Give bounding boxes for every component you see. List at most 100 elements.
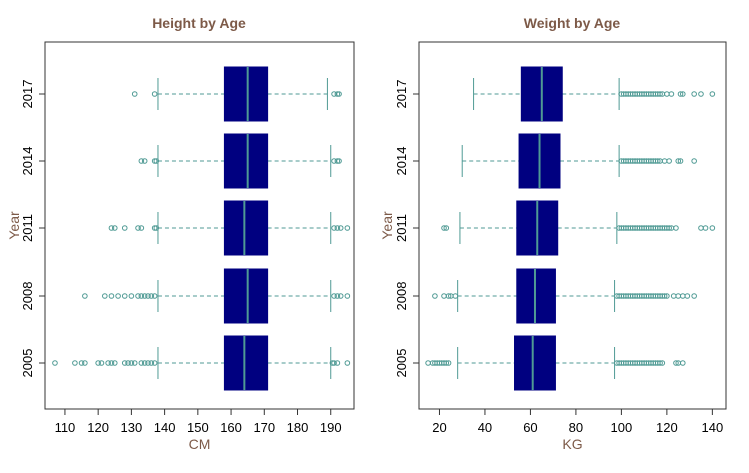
outlier-point (115, 293, 121, 299)
y-tick-label: 2017 (394, 80, 409, 109)
outlier-point (145, 293, 151, 299)
x-tick-label: 160 (220, 420, 242, 435)
outlier-point (675, 293, 682, 299)
y-tick-label: 2014 (394, 147, 409, 176)
outlier-point (452, 293, 459, 299)
outlier-point (151, 293, 158, 299)
outlier-point (445, 293, 452, 299)
outlier-point (654, 158, 661, 164)
outlier-point (72, 360, 78, 366)
outlier-point (702, 225, 709, 231)
outlier-point (709, 91, 716, 97)
outlier-point (151, 225, 158, 231)
box-2017 (223, 66, 269, 122)
outlier-point (128, 293, 135, 299)
outlier-point (668, 91, 675, 97)
outlier-point (108, 360, 115, 366)
outlier-point (657, 91, 663, 97)
outlier-point (664, 293, 670, 299)
x-tick-label: 120 (87, 420, 109, 435)
outlier-point (334, 293, 341, 299)
outlier-point (151, 91, 158, 97)
x-tick-label: 140 (154, 420, 176, 435)
outlier-point (666, 225, 672, 231)
outlier-point (337, 225, 344, 231)
outlier-point (121, 293, 128, 299)
outlier-point (709, 225, 716, 231)
outlier-point (151, 158, 158, 164)
outlier-point (691, 293, 697, 299)
x-tick-label: 80 (569, 420, 583, 435)
outlier-point (98, 360, 105, 366)
outlier-point (425, 360, 431, 366)
outlier-point (673, 360, 679, 366)
chart-title: Weight by Age (524, 15, 621, 31)
outlier-point (679, 293, 686, 299)
outlier-point (135, 293, 141, 299)
x-tick-label: 120 (656, 420, 678, 435)
outlier-point (443, 225, 450, 231)
x-tick-label: 100 (611, 420, 633, 435)
outlier-point (148, 293, 155, 299)
y-tick-label: 2017 (20, 80, 35, 109)
outlier-point (334, 91, 341, 97)
outlier-point (141, 158, 148, 164)
y-tick-label: 2011 (394, 214, 409, 242)
outlier-point (108, 225, 115, 231)
outlier-point (138, 360, 145, 366)
y-tick-label: 2014 (20, 147, 35, 176)
outlier-point (334, 158, 341, 164)
outlier-point (673, 225, 679, 231)
outlier-point (659, 360, 666, 366)
plot-frame (44, 41, 355, 410)
outlier-point (131, 91, 138, 97)
outlier-point (432, 293, 438, 299)
outlier-point (336, 91, 342, 97)
outlier-point (445, 360, 452, 366)
box-2008 (516, 268, 556, 324)
y-tick-label: 2005 (20, 349, 35, 378)
outlier-point (691, 158, 697, 164)
outlier-point (148, 360, 155, 366)
outlier-point (679, 91, 686, 97)
outlier-point (677, 158, 684, 164)
outlier-point (128, 360, 135, 366)
x-axis-label: KG (562, 436, 582, 452)
outlier-point (125, 360, 131, 366)
plot-frame (418, 41, 727, 410)
x-tick-label: 40 (478, 420, 492, 435)
x-tick-label: 110 (55, 420, 76, 435)
x-tick-label: 170 (253, 420, 275, 435)
outlier-point (443, 360, 450, 366)
outlier-point (153, 225, 160, 231)
outlier-point (675, 158, 682, 164)
outlier-point (691, 91, 697, 97)
outlier-point (138, 225, 145, 231)
outlier-point (344, 360, 351, 366)
box-2005 (223, 335, 269, 391)
outlier-point (151, 360, 158, 366)
outlier-point (111, 225, 118, 231)
outlier-point (441, 293, 447, 299)
outlier-point (334, 225, 341, 231)
x-tick-label: 60 (523, 420, 537, 435)
outlier-point (684, 293, 691, 299)
outlier-point (334, 360, 341, 366)
box-2014 (223, 133, 269, 189)
outlier-point (331, 225, 337, 231)
outlier-point (141, 293, 148, 299)
y-tick-label: 2008 (394, 282, 409, 311)
x-tick-label: 140 (702, 420, 724, 435)
outlier-point (138, 293, 145, 299)
outlier-point (153, 158, 160, 164)
y-tick-label: 2008 (20, 282, 35, 311)
x-tick-label: 190 (320, 420, 342, 435)
outlier-point (679, 360, 686, 366)
outlier-point (698, 225, 704, 231)
outlier-point (108, 293, 115, 299)
y-tick-label: 2005 (394, 349, 409, 378)
outlier-point (105, 360, 111, 366)
outlier-point (111, 360, 118, 366)
outlier-point (331, 293, 337, 299)
